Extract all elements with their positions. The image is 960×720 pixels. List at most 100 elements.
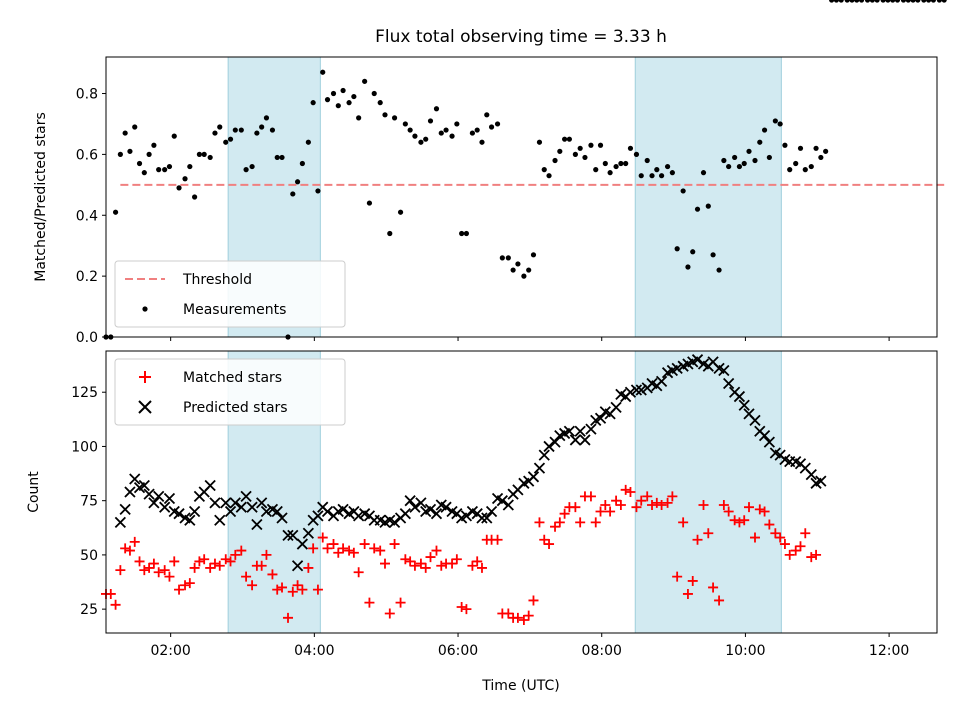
matched-stars-point bbox=[472, 556, 483, 567]
matched-stars-point bbox=[105, 588, 116, 599]
matched-stars-point bbox=[180, 580, 191, 591]
x-tick-label: 04:00 bbox=[294, 643, 334, 659]
matched-stars-point bbox=[153, 567, 164, 578]
matched-stars-point bbox=[625, 487, 636, 497]
measurement-point bbox=[732, 154, 738, 161]
measurement-point bbox=[593, 167, 599, 173]
measurement-point bbox=[664, 163, 671, 170]
matched-stars-point bbox=[595, 506, 606, 517]
top-legend: Threshold Measurements bbox=[114, 260, 346, 328]
top-axes-frame bbox=[105, 56, 938, 338]
predicted-stars-point bbox=[610, 401, 622, 414]
matched-stars-point bbox=[344, 545, 355, 556]
matched-stars-point bbox=[759, 506, 770, 517]
measurement-point bbox=[315, 188, 321, 194]
predicted-stars-point bbox=[399, 508, 411, 520]
predicted-stars-point bbox=[460, 510, 473, 522]
measurement-point bbox=[510, 267, 516, 273]
measurement-point bbox=[777, 121, 783, 127]
measurement-point bbox=[443, 127, 449, 133]
matched-stars-point bbox=[461, 604, 472, 615]
measurement-point bbox=[427, 118, 434, 124]
measurement-point bbox=[572, 151, 578, 157]
predicted-stars-point bbox=[624, 386, 637, 398]
matched-stars-point bbox=[620, 484, 631, 495]
predicted-stars-point bbox=[276, 512, 288, 524]
measurement-point bbox=[597, 142, 604, 148]
measurement-point bbox=[782, 142, 788, 148]
matched-stars-point bbox=[389, 539, 400, 550]
matched-stars-point bbox=[544, 539, 555, 550]
measurement-point bbox=[122, 130, 128, 136]
measurement-point bbox=[141, 170, 147, 176]
matched-stars-point bbox=[790, 545, 801, 556]
matched-stars-point bbox=[687, 575, 698, 586]
predicted-stars-point bbox=[291, 560, 304, 572]
matched-stars-point bbox=[795, 541, 806, 552]
matched-stars-point bbox=[261, 549, 272, 560]
measurement-point bbox=[613, 163, 619, 170]
measurement-point bbox=[192, 194, 198, 200]
predicted-stars-point bbox=[224, 505, 237, 518]
top-y-tick-label: 0.2 bbox=[76, 269, 98, 285]
matched-stars-point bbox=[322, 543, 333, 554]
measurement-point bbox=[227, 136, 234, 142]
predicted-stars-point bbox=[585, 423, 597, 435]
predicted-stars-point bbox=[538, 449, 550, 461]
measurement-point bbox=[254, 130, 260, 136]
x-tick-label: 10:00 bbox=[725, 643, 765, 659]
top-y-tick-label: 0.0 bbox=[76, 330, 98, 346]
measurement-point bbox=[243, 167, 249, 173]
measurement-point bbox=[521, 273, 527, 279]
measurement-point bbox=[117, 151, 123, 157]
matched-stars-point bbox=[754, 504, 765, 515]
x-axis-label: Time (UTC) bbox=[481, 678, 559, 694]
measurement-point bbox=[515, 261, 521, 267]
measurement-point bbox=[324, 97, 331, 103]
matched-stars-point bbox=[708, 582, 719, 593]
predicted-stars-point bbox=[337, 503, 349, 515]
measurement-point bbox=[710, 252, 716, 258]
measurement-point bbox=[823, 148, 829, 154]
measurement-point bbox=[844, 0, 850, 3]
top-y-axis-label: Matched/Predicted stars bbox=[33, 112, 49, 282]
measurement-point bbox=[761, 127, 768, 133]
matched-stars-point bbox=[129, 536, 140, 547]
top-series-measurements bbox=[103, 0, 947, 340]
measurement-point bbox=[705, 203, 711, 209]
measurement-point bbox=[305, 139, 311, 145]
measurement-point bbox=[926, 0, 932, 3]
matched-stars-point bbox=[256, 560, 267, 571]
predicted-stars-point bbox=[655, 375, 668, 388]
predicted-stars-point bbox=[763, 436, 775, 448]
matched-stars-point bbox=[784, 549, 795, 560]
matched-stars-point bbox=[267, 569, 278, 580]
predicted-stars-point bbox=[404, 495, 416, 507]
measurement-point bbox=[238, 127, 244, 133]
predicted-stars-point bbox=[159, 501, 171, 513]
matched-stars-point bbox=[554, 517, 565, 528]
legend-predicted-swatch bbox=[138, 400, 152, 414]
matched-stars-point bbox=[775, 532, 786, 543]
predicted-stars-point bbox=[424, 503, 437, 515]
matched-stars-point bbox=[384, 608, 395, 619]
measurement-point bbox=[526, 267, 532, 273]
measurement-point bbox=[402, 121, 408, 127]
measurement-point bbox=[802, 167, 808, 173]
measurement-point bbox=[658, 173, 665, 179]
matched-stars-point bbox=[148, 558, 159, 569]
measurement-point bbox=[808, 163, 814, 170]
measurement-point bbox=[156, 167, 162, 173]
matched-stars-point bbox=[585, 491, 596, 502]
measurement-point bbox=[187, 163, 193, 170]
bottom-y-tick-label: 50 bbox=[80, 548, 98, 564]
measurement-point bbox=[259, 124, 265, 130]
predicted-stars-point bbox=[388, 516, 401, 529]
measurement-point bbox=[207, 154, 213, 161]
matched-stars-point bbox=[605, 506, 616, 517]
measurement-point bbox=[371, 90, 377, 97]
predicted-stars-point bbox=[733, 390, 746, 403]
matched-stars-point bbox=[770, 528, 781, 539]
measurement-point bbox=[690, 249, 696, 255]
matched-stars-point bbox=[811, 549, 822, 560]
